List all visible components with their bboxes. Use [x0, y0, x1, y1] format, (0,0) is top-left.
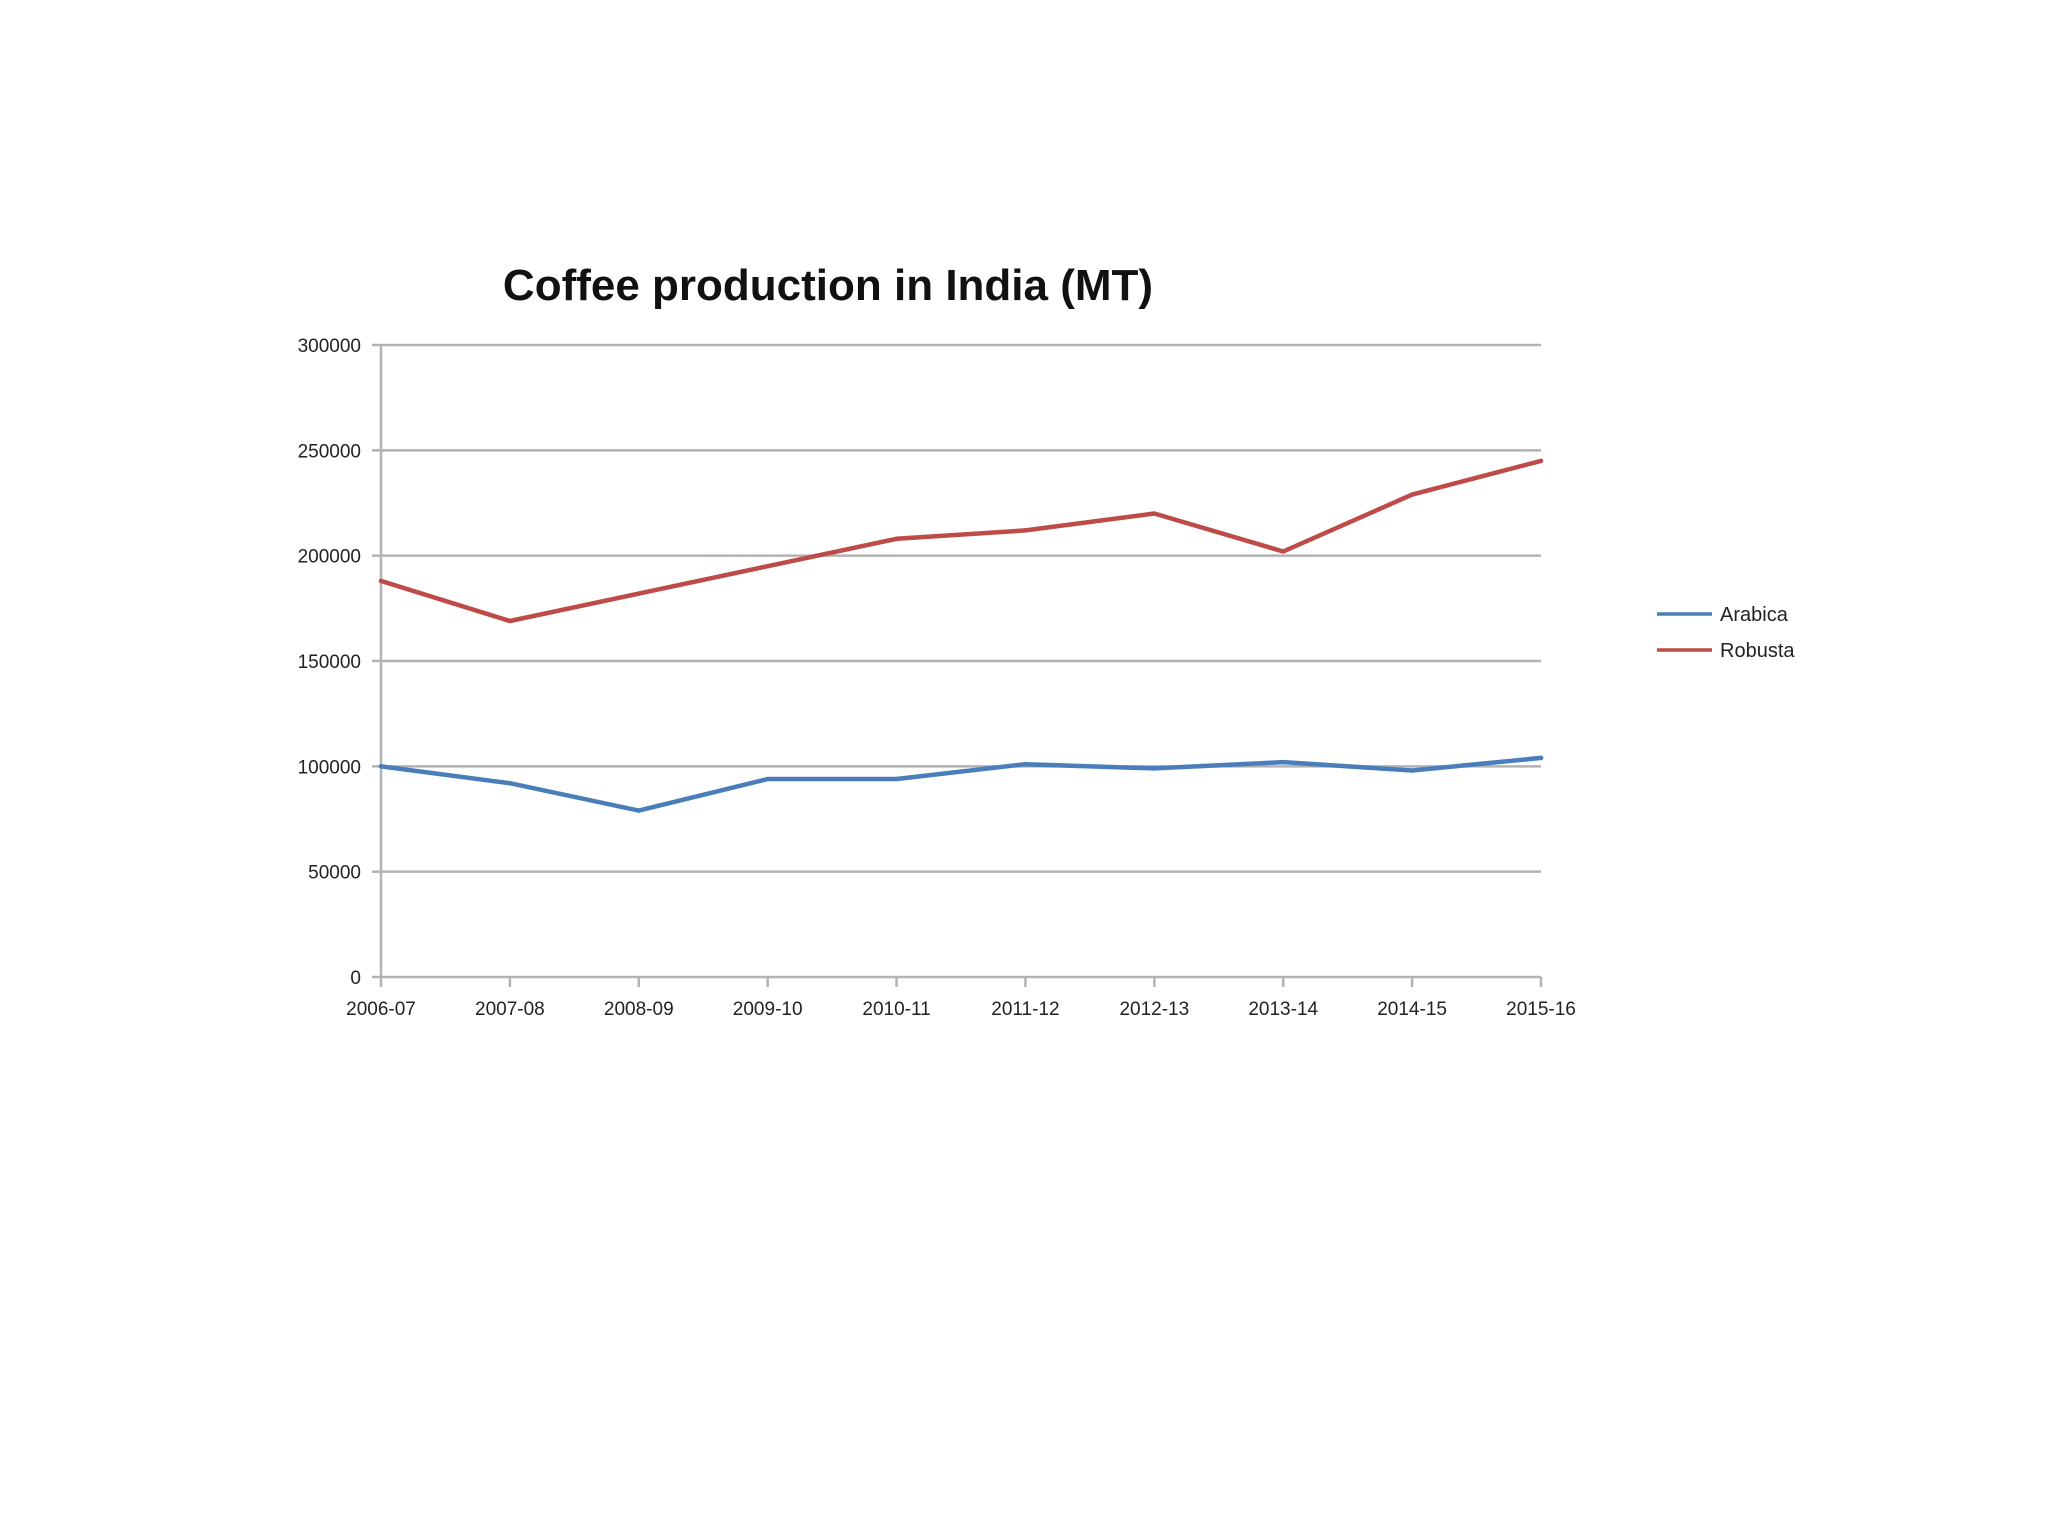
legend-label: Arabica: [1720, 604, 1789, 626]
series-lines: [378, 458, 1544, 813]
y-tick-label: 300000: [298, 336, 361, 357]
data-point-arabica-6: [1152, 766, 1157, 771]
x-tick-label: 2006-07: [346, 999, 416, 1020]
data-point-arabica-3: [765, 776, 770, 782]
x-tick-label: 2007-08: [475, 999, 545, 1020]
legend-item-arabica: Arabica: [1657, 604, 1789, 626]
y-tick-label: 200000: [298, 547, 361, 568]
x-tick-label: 2013-14: [1248, 999, 1318, 1020]
legend: Arabica Robusta: [1657, 604, 1795, 662]
data-point-robusta-4: [894, 536, 899, 542]
y-tick-label: 0: [350, 968, 361, 989]
y-tick-labels: 0 50000 100000 150000 200000 250000 300000: [298, 336, 361, 989]
chart-title: Coffee production in India (MT): [503, 261, 1153, 310]
y-tick-label: 100000: [298, 757, 361, 778]
data-point-arabica-9: [1538, 755, 1544, 761]
data-point-robusta-9: [1538, 458, 1544, 464]
legend-label: Robusta: [1720, 640, 1795, 662]
data-point-robusta-2: [636, 591, 641, 596]
series-line-arabica: [378, 755, 1544, 813]
y-tick-label: 250000: [298, 441, 361, 462]
data-point-robusta-3: [765, 564, 770, 569]
x-tick-label: 2008-09: [604, 999, 674, 1020]
x-tick-label: 2011-12: [991, 999, 1059, 1020]
x-tick-labels: 2006-07 2007-08 2008-09 2009-10 2010-11 2011-…: [346, 999, 1576, 1020]
x-tick-label: 2015-16: [1506, 999, 1576, 1020]
data-point-arabica-7: [1281, 759, 1286, 765]
data-point-arabica-1: [507, 780, 513, 786]
gridlines: [381, 343, 1541, 873]
series-line-robusta: [378, 458, 1544, 624]
y-tick-label: 50000: [308, 863, 361, 884]
data-point-robusta-7: [1281, 549, 1286, 554]
x-tick-label: 2012-13: [1119, 999, 1189, 1020]
legend-item-robusta: Robusta: [1657, 640, 1795, 662]
axes: [372, 343, 1543, 987]
x-tick-label: 2010-11: [862, 999, 930, 1020]
x-tick-label: 2014-15: [1377, 999, 1447, 1020]
data-point-arabica-2: [636, 808, 641, 813]
data-point-robusta-1: [507, 618, 513, 624]
y-tick-label: 150000: [298, 652, 361, 673]
data-point-robusta-8: [1409, 492, 1415, 497]
data-point-arabica-0: [378, 764, 384, 769]
data-point-robusta-0: [378, 578, 384, 584]
data-point-arabica-5: [1023, 762, 1028, 767]
data-point-robusta-6: [1152, 511, 1157, 516]
data-point-robusta-5: [1023, 528, 1028, 533]
x-tick-label: 2009-10: [733, 999, 803, 1020]
data-point-arabica-4: [894, 776, 899, 782]
data-point-arabica-8: [1409, 768, 1415, 773]
